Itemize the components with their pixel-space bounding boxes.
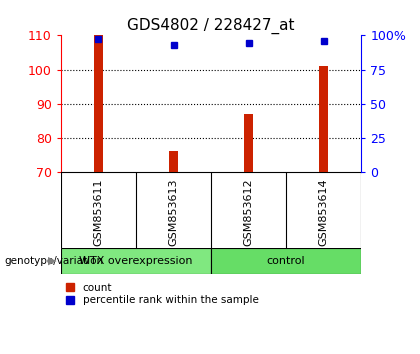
Text: GSM853613: GSM853613	[168, 178, 178, 246]
Text: GSM853611: GSM853611	[93, 178, 103, 246]
Bar	[244, 114, 253, 172]
Bar	[211, 248, 361, 274]
Text: ▶: ▶	[48, 256, 57, 266]
Text: GSM853612: GSM853612	[244, 178, 254, 246]
Bar	[319, 66, 328, 172]
Text: GSM853614: GSM853614	[319, 178, 329, 246]
Bar	[61, 248, 211, 274]
Bar	[169, 152, 178, 172]
Legend: count, percentile rank within the sample: count, percentile rank within the sample	[66, 283, 259, 305]
Text: control: control	[267, 256, 305, 266]
Text: WTX overexpression: WTX overexpression	[79, 256, 193, 266]
Text: genotype/variation: genotype/variation	[4, 256, 103, 266]
Title: GDS4802 / 228427_at: GDS4802 / 228427_at	[127, 18, 295, 34]
Bar	[94, 35, 103, 172]
